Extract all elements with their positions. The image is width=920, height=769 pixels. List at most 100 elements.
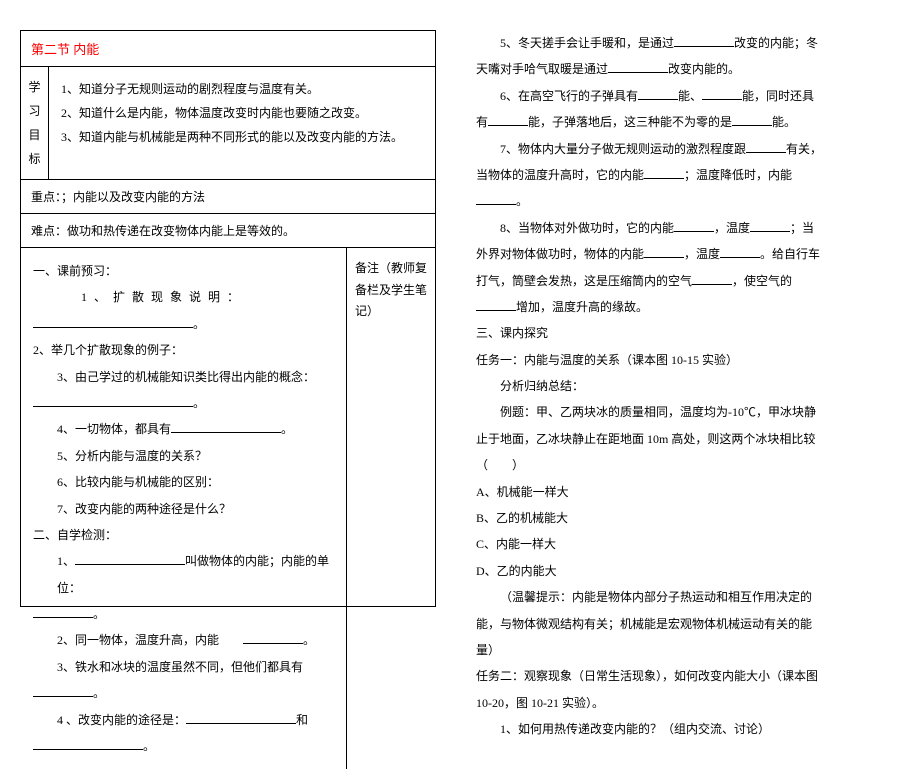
p8g: 打气，筒壁会发热，这是压缩筒内的空气 [476,274,692,288]
q6: 6、比较内能与机械能的区别： [33,469,334,495]
notes-2: 备栏及学生笔 [355,280,427,302]
option-b: B、乙的机械能大 [476,505,890,531]
example-2: 止于地面，乙冰块静止在距地面 10m 高处，则这两个冰块相比较 [476,426,890,452]
p5c: 天嘴对手哈气取暖是通过 [476,62,608,76]
task2-b: 10-20，图 10-21 实验）。 [476,690,890,716]
p6: 6、在高空飞行的子弹具有 能、 能，同时还具 [476,83,890,109]
q1: 1 、 扩 散 现 象 说 明 ： [33,284,334,310]
notes-1: 备注（教师复 [355,258,427,280]
tip-2: 能，与物体微观结构有关；机械能是宏观物体机械运动有关的能 [476,611,890,637]
option-d: D、乙的内能大 [476,558,890,584]
p6e: 能，子弹落地后，这三种能不为零的是 [528,115,732,129]
p6d: 有 [476,115,488,129]
p8e: ，温度 [684,247,720,261]
q4-end: 。 [281,422,293,436]
difficulty: 难点：做功和热传递在改变物体内能上是等效的。 [21,214,435,248]
p8f: 。给自行车 [760,247,820,261]
p7-2: 当物体的温度升高时，它的内能 ；温度降低时，内能 [476,162,890,188]
sec-2: 二、自学检测： [33,522,334,548]
p5-2: 天嘴对手哈气取暖是通过 改变内能的。 [476,56,890,82]
c1: 1、叫做物体的内能；内能的单位： [33,548,334,601]
p7a: 7、物体内大量分子做无规则运动的激烈程度跟 [500,142,746,156]
sec-1: 一、课前预习： [33,258,334,284]
p5a: 5、冬天搓手会让手暖和，是通过 [500,36,674,50]
q7: 7、改变内能的两种途径是什么？ [33,496,334,522]
section-title: 第二节 内能 [21,31,435,67]
p8c: ；当 [790,221,814,235]
p8h: ，使空气的 [732,274,792,288]
obj-1: 1、知道分子无规则运动的剧烈程度与温度有关。 [61,77,423,101]
p8i: 增加，温度升高的缘故。 [516,300,648,314]
c3: 3、铁水和冰块的温度虽然不同，但他们都具有 [33,654,334,680]
c1-a: 1、 [57,554,75,568]
task1-analysis: 分析归纳总结： [476,373,890,399]
task2-a: 任务二：观察现象（日常生活现象），如何改变内能大小（课本图 [476,663,890,689]
notes-column: 备注（教师复 备栏及学生笔 记） [347,248,435,769]
q4-text: 4、一切物体，都具有 [57,422,171,436]
p5d: 改变内能的。 [668,62,740,76]
p6-2: 有 能，子弹落地后，这三种能不为零的是 能。 [476,109,890,135]
c2-end: 。 [303,633,315,647]
q2: 2、举几个扩散现象的例子： [33,337,334,363]
p6a: 6、在高空飞行的子弹具有 [500,89,638,103]
p7: 7、物体内大量分子做无规则运动的激烈程度跟 有关， [476,136,890,162]
key-point: 重点：；内能以及改变内能的方法 [21,180,435,214]
objectives-label: 学 习 目 标 [21,67,49,179]
right-page: 5、冬天搓手会让手暖和，是通过 改变的内能；冬 天嘴对手哈气取暖是通过 改变内能的。… [466,30,900,607]
p6b: 能、 [678,89,702,103]
task2-q: 1、如何用热传递改变内能的？（组内交流、讨论） [476,716,890,742]
p7-3: 。 [476,188,890,214]
tip-1: （温馨提示：内能是物体内部分子热运动和相互作用决定的 [476,584,890,610]
q1-end: 。 [193,317,205,331]
p8b: ，温度 [714,221,750,235]
option-a: A、机械能一样大 [476,479,890,505]
obj-char-3: 目 [28,123,40,147]
p7c: 当物体的温度升高时，它的内能 [476,168,644,182]
q3-end: 。 [193,396,205,410]
notes-3: 记） [355,301,427,323]
q3-blank: 。 [33,390,334,416]
sec-3: 三、课内探究 [476,320,890,346]
c3-line2: 。 [33,680,334,706]
obj-char-1: 学 [28,75,40,99]
c4: 4 、改变内能的途径是： 和 [33,707,334,733]
option-c: C、内能一样大 [476,531,890,557]
example-1: 例题：甲、乙两块冰的质量相同，温度均为-10℃，甲冰块静 [476,399,890,425]
example-3: （ ） [476,452,890,478]
q3: 3、由己学过的机械能知识类比得出内能的概念： [33,364,334,390]
q1-text: 1 、 扩 散 现 象 说 明 ： [81,290,241,304]
obj-3: 3、知道内能与机械能是两种不同形式的能以及改变内能的方法。 [61,125,423,149]
left-page: 第二节 内能 学 习 目 标 1、知道分子无规则运动的剧烈程度与温度有关。 2、… [20,30,436,607]
c3-end: 。 [93,686,105,700]
c4-end: 。 [143,739,155,753]
p7d: ；温度降低时，内能 [684,168,792,182]
c4-b: 和 [296,713,308,727]
p8a: 8、当物体对外做功时，它的内能 [500,221,674,235]
p6f: 能。 [772,115,796,129]
p7e: 。 [516,194,528,208]
p6c: 能，同时还具 [742,89,814,103]
obj-char-2: 习 [28,99,40,123]
c4-line2: 。 [33,733,334,759]
c2: 2、同一物体，温度升高，内能 。 [33,627,334,653]
p8: 8、当物体对外做功时，它的内能 ，温度 ；当 [476,215,890,241]
p8d: 外界对物体做功时，物体的内能 [476,247,644,261]
p7b: 有关， [786,142,822,156]
c1-line2: 。 [33,601,334,627]
task1: 任务一：内能与温度的关系（课本图 10-15 实验） [476,347,890,373]
worksheet-content: 一、课前预习： 1 、 扩 散 现 象 说 明 ： 。 2、举几个扩散现象的例子… [21,248,347,769]
q1-blank: 。 [33,311,334,337]
c1-end: 。 [93,607,105,621]
objectives-content: 1、知道分子无规则运动的剧烈程度与温度有关。 2、知道什么是内能，物体温度改变时… [49,67,435,179]
p8-3: 打气，筒壁会发热，这是压缩筒内的空气 ，使空气的 [476,268,890,294]
obj-char-4: 标 [28,147,40,171]
p5b: 改变的内能；冬 [734,36,818,50]
p8-4: 增加，温度升高的缘故。 [476,294,890,320]
p5: 5、冬天搓手会让手暖和，是通过 改变的内能；冬 [476,30,890,56]
c4-a: 4 、改变内能的途径是： [57,713,186,727]
p8-2: 外界对物体做功时，物体的内能 ，温度 。给自行车 [476,241,890,267]
main-body: 一、课前预习： 1 、 扩 散 现 象 说 明 ： 。 2、举几个扩散现象的例子… [21,248,435,769]
obj-2: 2、知道什么是内能，物体温度改变时内能也要随之改变。 [61,101,423,125]
c2-a: 2、同一物体，温度升高，内能 [57,633,219,647]
c3-a: 3、铁水和冰块的温度虽然不同，但他们都具有 [57,660,303,674]
